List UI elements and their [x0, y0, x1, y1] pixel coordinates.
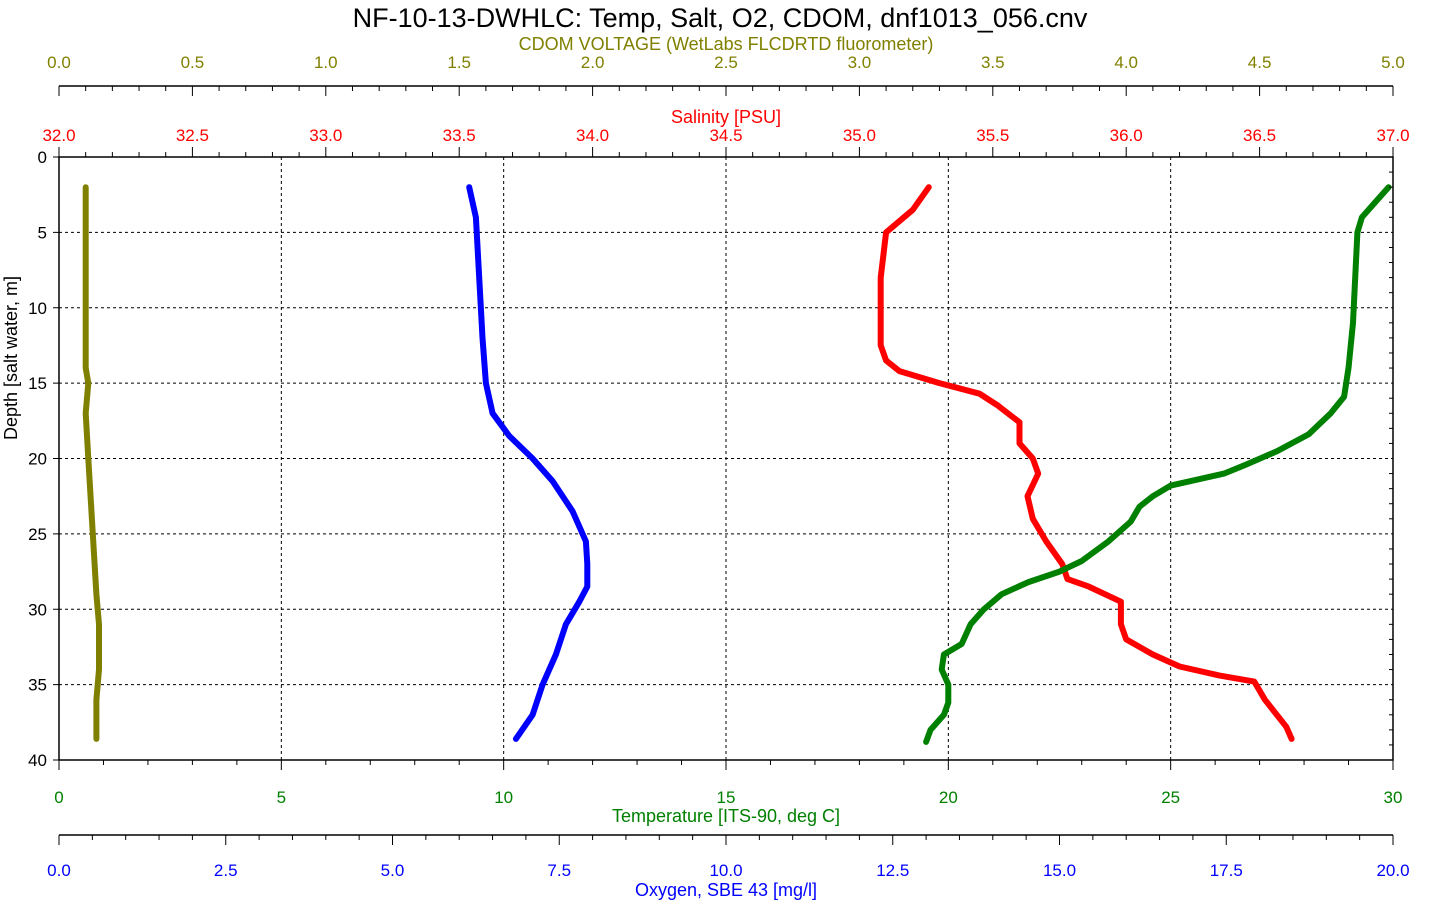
salinity-tick-label: 33.5 [443, 126, 476, 145]
depth-tick-label: 15 [28, 374, 47, 393]
oxygen-tick-label: 17.5 [1210, 861, 1243, 880]
temperature-axis-label: Temperature [ITS-90, deg C] [612, 806, 840, 826]
temperature-tick-label: 0 [54, 788, 63, 807]
depth-tick-label: 25 [28, 525, 47, 544]
grid [59, 157, 1393, 760]
temperature-tick-label: 25 [1161, 788, 1180, 807]
cdom-tick-label: 1.5 [447, 53, 471, 72]
cdom-tick-label: 2.0 [581, 53, 605, 72]
salinity-tick-label: 36.5 [1243, 126, 1276, 145]
salinity-tick-label: 34.0 [576, 126, 609, 145]
salinity-tick-label: 35.5 [976, 126, 1009, 145]
salinity-tick-label: 32.0 [42, 126, 75, 145]
depth-tick-label: 40 [28, 751, 47, 770]
chart-title: NF-10-13-DWHLC: Temp, Salt, O2, CDOM, dn… [353, 3, 1088, 33]
depth-tick-label: 35 [28, 676, 47, 695]
cdom-tick-label: 4.5 [1248, 53, 1272, 72]
depth-tick-label: 10 [28, 299, 47, 318]
depth-tick-label: 0 [38, 148, 47, 167]
temperature-tick-label: 20 [939, 788, 958, 807]
axes: 0 5 10 15 20 25 30 35 40 0.0 0.5 1.0 1.5 2.0 2.5 3.0 3.5… [28, 53, 1409, 880]
temperature-tick-label: 30 [1384, 788, 1403, 807]
temperature-tick-label: 10 [494, 788, 513, 807]
depth-tick-label: 30 [28, 600, 47, 619]
cdom-tick-label: 4.0 [1114, 53, 1138, 72]
depth-axis-label: Depth [salt water, m] [1, 276, 21, 440]
temperature-series-line [923, 184, 1392, 745]
salinity-tick-label: 32.5 [176, 126, 209, 145]
series-layer [82, 184, 1392, 745]
cdom-tick-label: 1.0 [314, 53, 338, 72]
cdom-tick-label: 5.0 [1381, 53, 1405, 72]
cdom-tick-label: 0.5 [181, 53, 205, 72]
temperature-tick-label: 15 [717, 788, 736, 807]
salinity-tick-label: 36.0 [1110, 126, 1143, 145]
cdom-axis-label: CDOM VOLTAGE (WetLabs FLCDRTD fluoromete… [519, 34, 934, 54]
salinity-tick-label: 37.0 [1376, 126, 1409, 145]
salinity-tick-label: 33.0 [309, 126, 342, 145]
depth-tick-label: 5 [38, 223, 47, 242]
salinity-tick-label: 34.5 [709, 126, 742, 145]
oxygen-series-line [466, 184, 591, 742]
cdom-tick-label: 2.5 [714, 53, 738, 72]
oxygen-tick-label: 0.0 [47, 861, 71, 880]
salinity-series-line [877, 184, 1295, 742]
cdom-tick-label: 0.0 [47, 53, 71, 72]
oxygen-tick-label: 15.0 [1043, 861, 1076, 880]
oxygen-tick-label: 7.5 [547, 861, 571, 880]
oxygen-tick-label: 10.0 [709, 861, 742, 880]
depth-tick-label: 20 [28, 450, 47, 469]
cdom-series-line [82, 184, 102, 742]
oxygen-tick-label: 5.0 [381, 861, 405, 880]
oxygen-tick-label: 2.5 [214, 861, 238, 880]
temperature-tick-label: 5 [277, 788, 286, 807]
oxygen-tick-label: 20.0 [1376, 861, 1409, 880]
oxygen-axis-label: Oxygen, SBE 43 [mg/l] [635, 880, 817, 900]
salinity-axis-label: Salinity [PSU] [671, 107, 781, 127]
salinity-tick-label: 35.0 [843, 126, 876, 145]
cdom-tick-label: 3.5 [981, 53, 1005, 72]
cdom-tick-label: 3.0 [848, 53, 872, 72]
oxygen-tick-label: 12.5 [876, 861, 909, 880]
